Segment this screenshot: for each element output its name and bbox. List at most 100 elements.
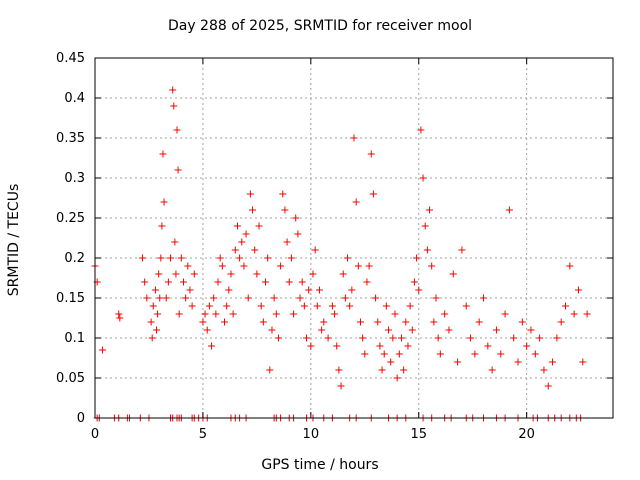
data-point — [570, 310, 578, 318]
y-tick-label: 0.25 — [56, 211, 85, 226]
data-point — [372, 294, 380, 302]
plot-frame — [94, 57, 614, 419]
data-point — [216, 254, 224, 262]
data-point — [170, 102, 178, 110]
data-point — [387, 358, 395, 366]
data-point — [423, 246, 431, 254]
y-tick-label: 0 — [77, 411, 85, 426]
data-point — [363, 278, 371, 286]
y-tick-label: 0.3 — [64, 171, 85, 186]
data-point — [179, 278, 187, 286]
data-point — [562, 302, 570, 310]
data-point — [172, 270, 180, 278]
data-point — [458, 246, 466, 254]
data-point — [307, 342, 315, 350]
data-point — [268, 326, 276, 334]
data-point — [449, 270, 457, 278]
data-point — [148, 334, 156, 342]
data-point — [421, 222, 429, 230]
data-point — [201, 310, 209, 318]
data-point — [285, 278, 293, 286]
y-tick-label: 0.1 — [64, 331, 85, 346]
data-point — [313, 302, 321, 310]
data-point — [203, 326, 211, 334]
data-point — [138, 254, 146, 262]
data-point — [378, 366, 386, 374]
data-point — [208, 342, 216, 350]
data-point — [540, 366, 548, 374]
data-point — [365, 262, 373, 270]
data-point — [227, 270, 235, 278]
data-point — [159, 150, 167, 158]
data-point — [408, 326, 416, 334]
data-point — [574, 286, 582, 294]
data-point — [369, 190, 377, 198]
data-point — [153, 326, 161, 334]
data-point — [162, 294, 170, 302]
data-point — [255, 222, 263, 230]
data-point — [149, 302, 157, 310]
data-point — [382, 302, 390, 310]
data-point — [164, 278, 172, 286]
data-point — [292, 214, 300, 222]
data-point — [290, 310, 298, 318]
data-point — [505, 206, 513, 214]
data-point — [259, 318, 267, 326]
data-point — [182, 294, 190, 302]
data-point — [188, 302, 196, 310]
data-point — [171, 238, 179, 246]
data-point — [116, 314, 124, 322]
data-point — [184, 262, 192, 270]
data-point — [583, 310, 591, 318]
data-point — [320, 318, 328, 326]
data-point — [527, 326, 535, 334]
data-point — [277, 262, 285, 270]
data-point — [281, 206, 289, 214]
data-point — [391, 310, 399, 318]
data-point — [531, 350, 539, 358]
data-point — [436, 350, 444, 358]
data-point — [361, 350, 369, 358]
axis-tick-labels: 0 0.05 0.1 0.15 0.2 0.25 0.3 0.35 0.4 0.45 0 5 10 15 2… — [56, 51, 535, 442]
data-point — [428, 262, 436, 270]
x-tick-label: 15 — [410, 427, 427, 442]
data-point — [402, 318, 410, 326]
data-point — [315, 286, 323, 294]
data-point — [174, 166, 182, 174]
y-tick-label: 0.05 — [56, 371, 85, 386]
data-point — [445, 326, 453, 334]
data-point — [210, 294, 218, 302]
x-tick-label: 0 — [91, 427, 99, 442]
data-point — [324, 334, 332, 342]
data-point — [344, 254, 352, 262]
data-point — [190, 270, 198, 278]
data-point — [434, 334, 442, 342]
data-point — [367, 150, 375, 158]
y-tick-label: 0.35 — [56, 131, 85, 146]
data-point — [393, 374, 401, 382]
data-point — [270, 294, 278, 302]
data-point — [467, 334, 475, 342]
data-point — [359, 334, 367, 342]
data-point — [374, 318, 382, 326]
data-point — [488, 366, 496, 374]
data-point — [350, 134, 358, 142]
data-point — [257, 302, 265, 310]
data-point — [333, 342, 341, 350]
data-point — [417, 126, 425, 134]
data-point — [536, 334, 544, 342]
data-point — [339, 270, 347, 278]
data-point — [566, 262, 574, 270]
data-point — [497, 350, 505, 358]
data-point — [346, 302, 354, 310]
data-point — [400, 366, 408, 374]
data-point — [454, 358, 462, 366]
data-point — [214, 278, 222, 286]
data-point — [294, 230, 302, 238]
data-point — [157, 254, 165, 262]
data-point — [430, 318, 438, 326]
data-point — [253, 270, 261, 278]
data-point — [251, 246, 259, 254]
data-point — [274, 334, 282, 342]
data-point — [579, 358, 587, 366]
